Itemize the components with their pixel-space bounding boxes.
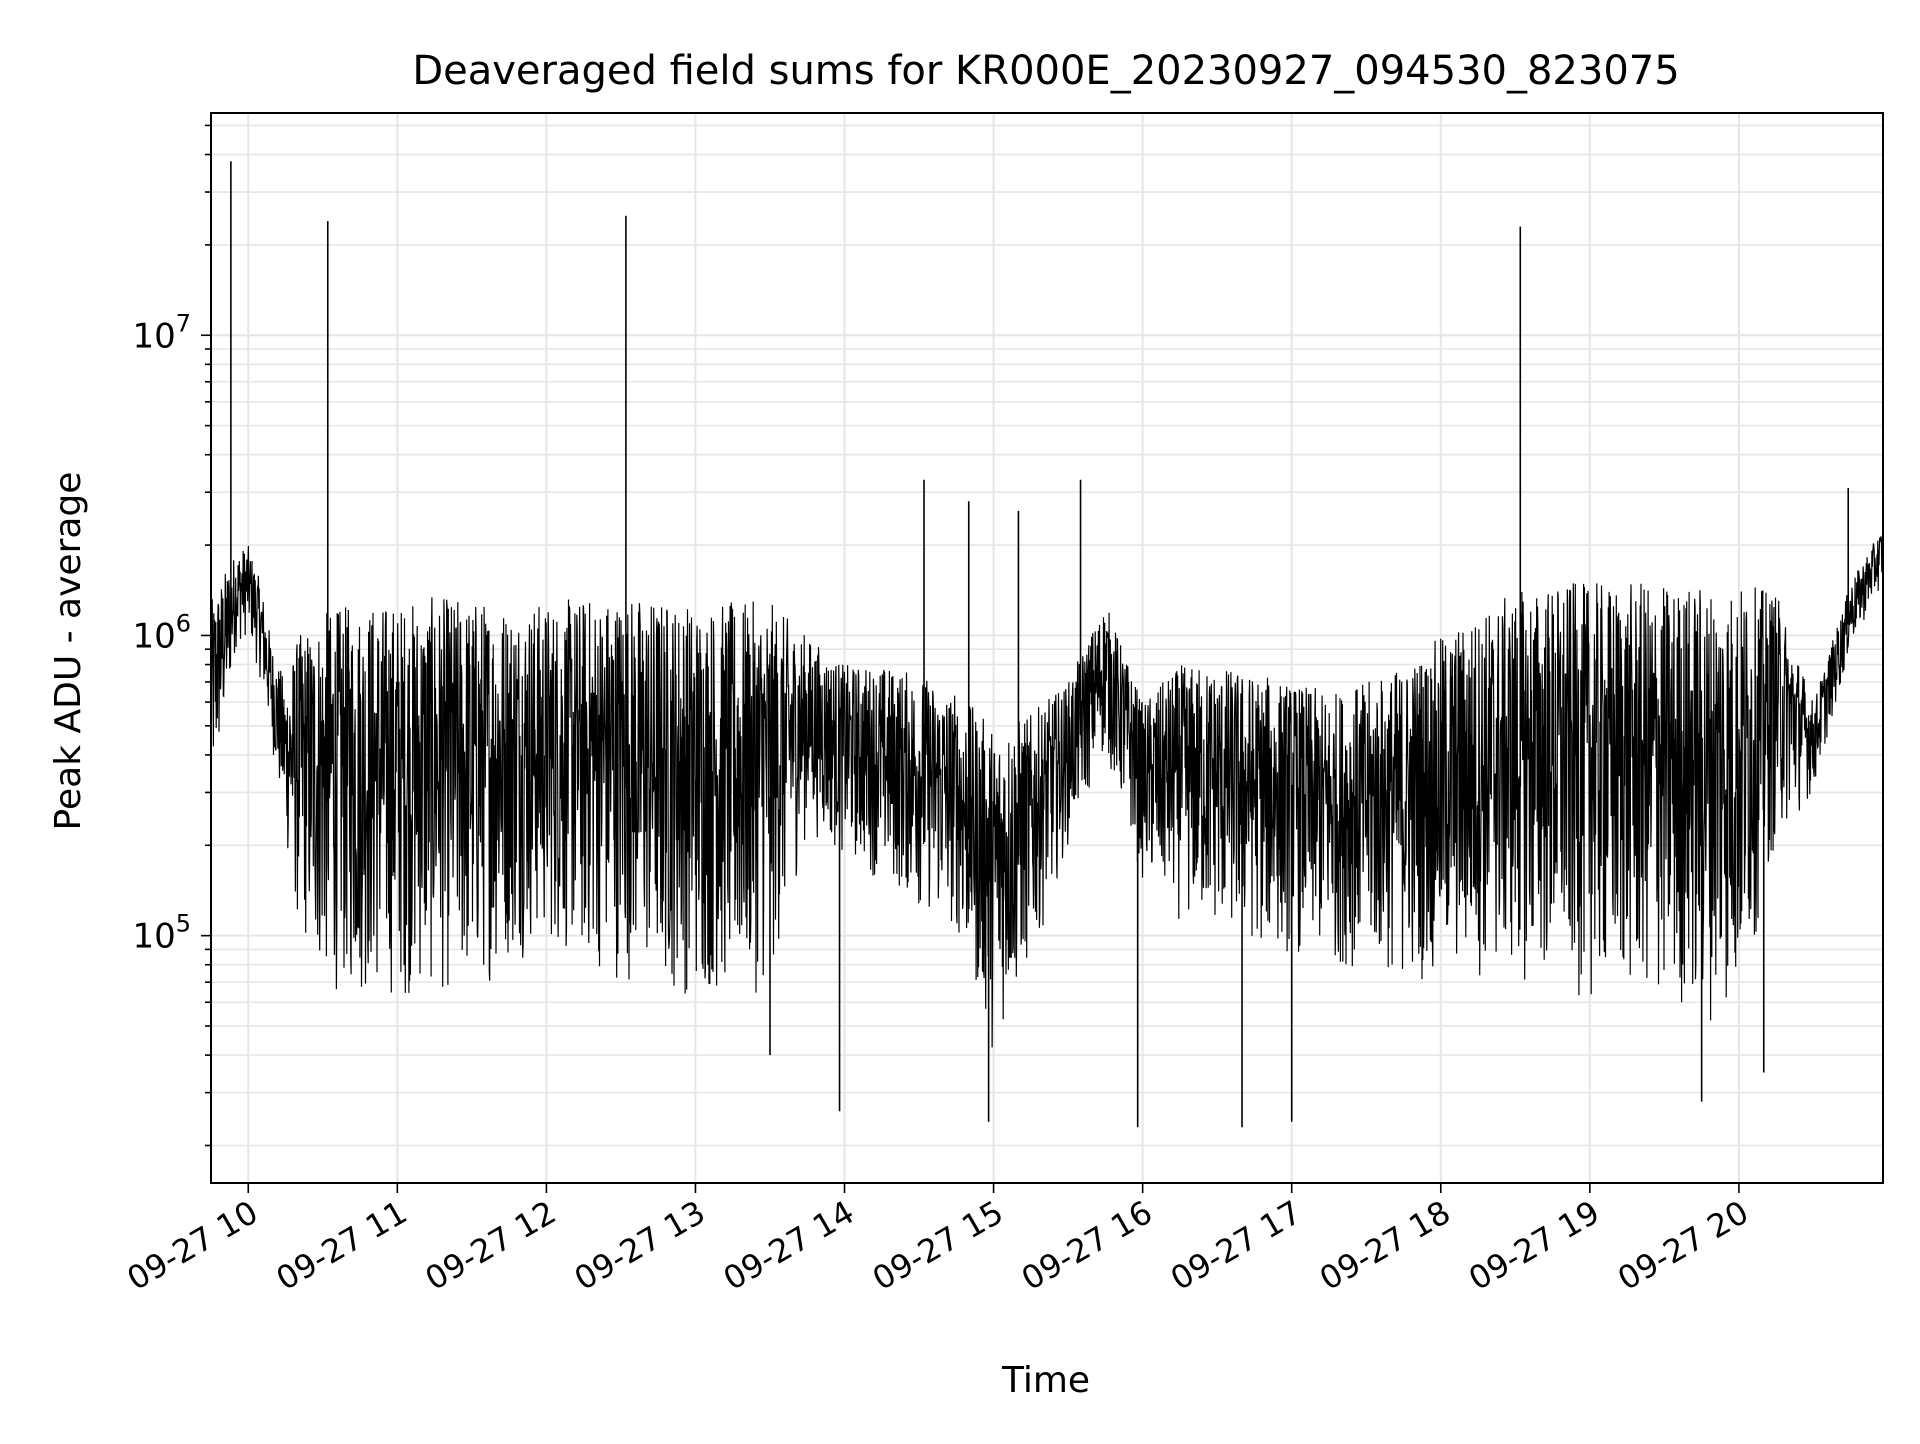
y-tick-exponent: 7	[176, 309, 191, 337]
y-tick-label: 107	[132, 309, 191, 356]
data-layer	[210, 161, 1884, 1128]
y-tick-base: 10	[132, 917, 175, 957]
plot-frame	[210, 112, 1884, 1184]
y-tick-base: 10	[132, 616, 175, 656]
x-axis-label: Time	[1001, 1360, 1090, 1401]
y-tick-base: 10	[132, 316, 175, 356]
chart-title: Deaveraged field sums for KR000E_2023092…	[412, 48, 1679, 94]
series-line	[210, 535, 1884, 1048]
y-tick-label: 106	[132, 609, 191, 656]
y-tick-exponent: 5	[176, 910, 191, 938]
y-tick-exponent: 6	[176, 609, 191, 637]
y-tick-label: 105	[132, 910, 191, 957]
y-axis-label: Peak ADU - average	[48, 472, 89, 831]
